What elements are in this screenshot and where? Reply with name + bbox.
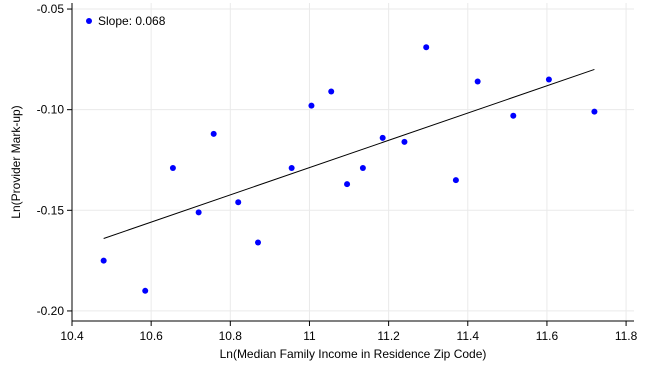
x-axis-title: Ln(Median Family Income in Residence Zip…	[220, 347, 487, 361]
x-tick-label: 11.2	[377, 329, 400, 343]
plot-area	[72, 3, 634, 321]
data-point	[169, 165, 176, 172]
x-tick-label: 10.4	[60, 329, 84, 343]
y-tick-label: -0.10	[37, 103, 65, 117]
axes	[71, 3, 634, 322]
legend-label: Slope: 0.068	[98, 14, 166, 28]
data-point	[235, 199, 242, 206]
x-tick-label: 11	[303, 329, 316, 343]
gridlines	[71, 3, 634, 321]
data-point	[423, 44, 430, 51]
data-point	[195, 209, 202, 216]
x-tick-label: 11.4	[457, 329, 480, 343]
data-point	[328, 88, 335, 95]
data-point	[379, 134, 386, 141]
y-tick-label: -0.05	[37, 2, 65, 16]
legend: Slope: 0.068	[86, 14, 166, 28]
y-axis-ticks: -0.20 -0.15 -0.10 -0.05	[37, 2, 72, 318]
data-point	[100, 257, 107, 264]
data-point	[452, 177, 459, 184]
y-tick-label: -0.20	[37, 304, 65, 318]
fit-line	[103, 68, 595, 239]
data-point	[255, 239, 262, 246]
data-point	[142, 287, 149, 294]
data-point	[591, 108, 598, 115]
data-point	[510, 112, 517, 119]
x-tick-label: 11.6	[536, 329, 559, 343]
data-point	[308, 102, 315, 109]
legend-marker	[86, 18, 92, 24]
data-points	[100, 44, 598, 294]
data-point	[210, 130, 217, 137]
fit-line-group	[103, 68, 595, 239]
x-axis-ticks: 10.4 10.6 10.8 11 11.2 11.4 11.6 11.8	[60, 321, 638, 343]
y-tick-label: -0.15	[37, 203, 65, 217]
data-point	[545, 76, 552, 83]
y-axis-title: Ln(Provider Mark-up)	[9, 105, 23, 218]
data-point	[288, 165, 295, 172]
x-tick-label: 11.8	[615, 329, 638, 343]
data-point	[359, 165, 366, 172]
x-tick-label: 10.6	[139, 329, 163, 343]
data-point	[344, 181, 351, 188]
x-tick-label: 10.8	[219, 329, 243, 343]
data-point	[401, 138, 408, 145]
data-point	[474, 78, 481, 85]
